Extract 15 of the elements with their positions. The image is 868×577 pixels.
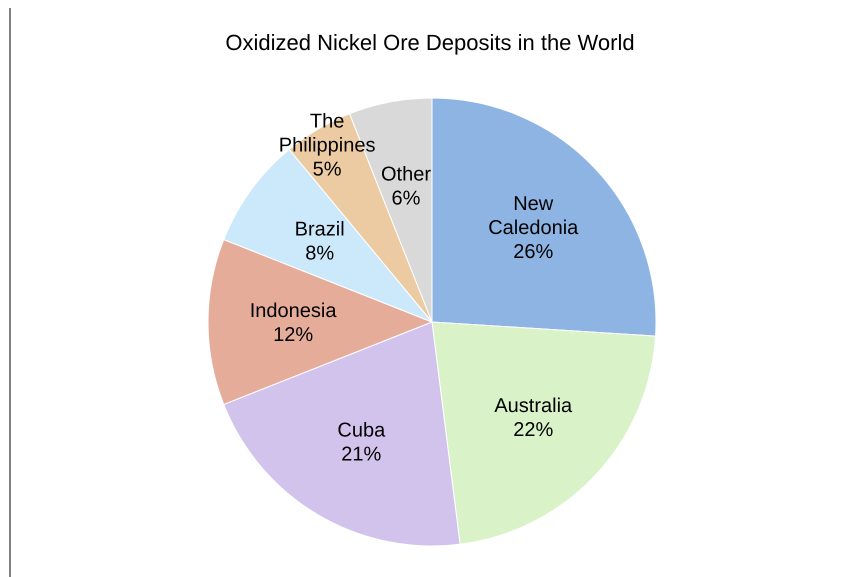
data-label: 8% <box>305 242 334 264</box>
data-label: 5% <box>312 158 342 181</box>
slice-label: Indonesia <box>250 300 338 322</box>
data-label: 6% <box>392 188 421 210</box>
slice-label: New Caledonia <box>488 192 580 239</box>
data-label: 12% <box>273 324 314 346</box>
chart-title: Oxidized Nickel Ore Deposits in the World <box>225 30 635 55</box>
data-label: 21% <box>341 444 382 466</box>
slice-label: Brazil <box>294 218 345 240</box>
slice-label: The Philippines <box>278 110 376 157</box>
data-label: 26% <box>513 240 554 263</box>
slice-label: Other <box>380 164 432 186</box>
slice-label: Australia <box>494 395 574 418</box>
slice-label: Cuba <box>337 420 386 442</box>
data-label: 22% <box>513 419 554 442</box>
